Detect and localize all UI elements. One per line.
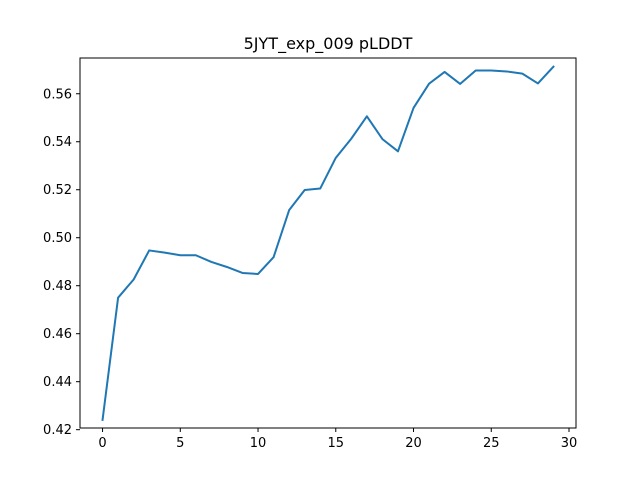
x-tick-label: 10	[250, 436, 267, 451]
x-tick-label: 5	[176, 436, 184, 451]
y-tick-label: 0.46	[43, 327, 72, 342]
y-tick-label: 0.54	[43, 135, 72, 150]
y-tick-label: 0.48	[43, 279, 72, 294]
y-tick-label: 0.52	[43, 183, 72, 198]
x-tick-label: 30	[561, 436, 578, 451]
y-axis: 0.42 0.44 0.46 0.48 0.50 0.52 0.54 0.56	[43, 87, 80, 438]
y-tick-label: 0.56	[43, 87, 72, 102]
x-tick-label: 15	[328, 436, 345, 451]
x-tick-label: 20	[405, 436, 422, 451]
y-tick-label: 0.42	[43, 423, 72, 438]
plot-frame	[79, 57, 577, 429]
y-tick-label: 0.44	[43, 375, 72, 390]
y-tick-label: 0.50	[43, 231, 72, 246]
series-line	[101, 65, 555, 421]
x-tick-label: 25	[483, 436, 500, 451]
x-tick-label: 0	[98, 436, 106, 451]
series-layer	[101, 65, 555, 421]
x-axis: 0 5 10 15 20 25 30	[98, 428, 577, 451]
chart-title: 5JYT_exp_009 pLDDT	[244, 34, 413, 54]
